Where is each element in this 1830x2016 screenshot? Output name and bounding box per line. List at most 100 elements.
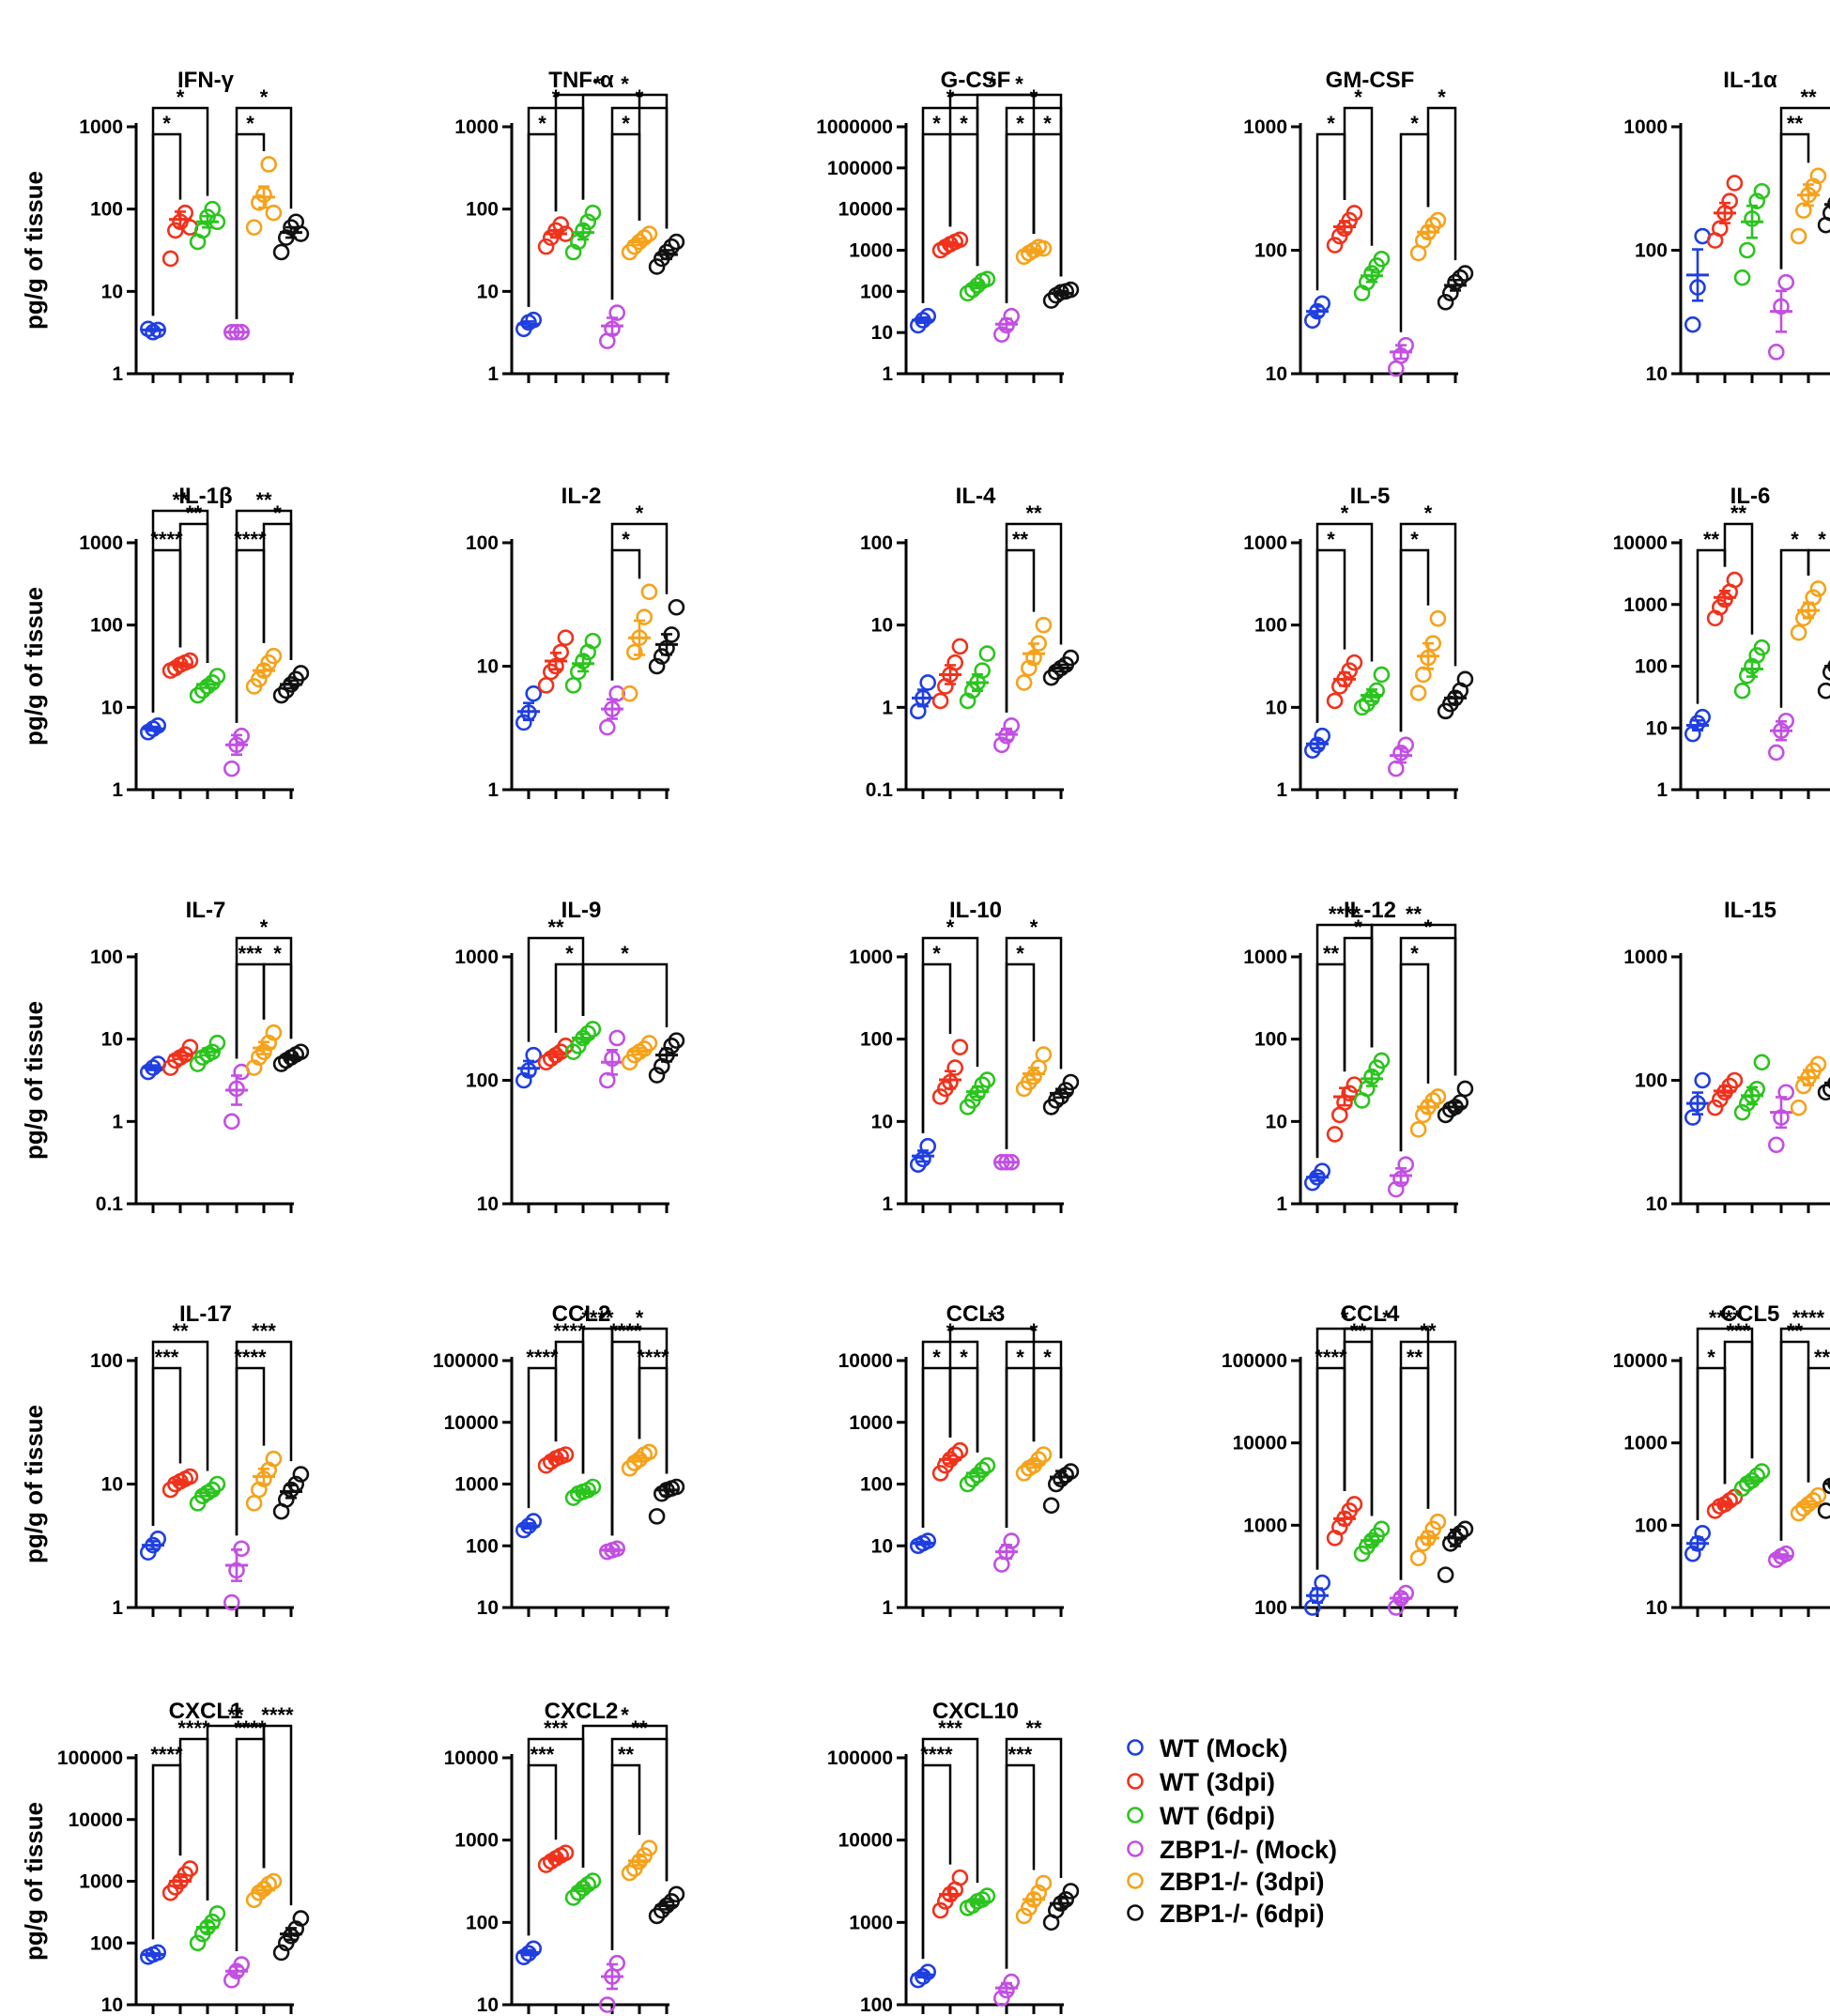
y-tick-label: 1000: [1623, 946, 1668, 968]
group-zbp1-3dpi: [1790, 1486, 1827, 1522]
data-point: [668, 1478, 685, 1496]
y-tick-label: 100: [90, 1350, 123, 1372]
significance-label: *: [946, 916, 955, 939]
y-tick-label: 10: [1646, 717, 1668, 739]
group-wt-6dpi: [564, 632, 602, 694]
legend-label-wt-3dpi: WT (3dpi): [1160, 1768, 1275, 1796]
data-point: [537, 238, 555, 255]
data-point: [272, 1944, 290, 1962]
data-point: [245, 1495, 263, 1512]
data-point: [931, 1901, 949, 1919]
significance-bracket: **: [1315, 942, 1346, 1159]
significance-label: *: [960, 112, 968, 135]
data-point: [1456, 1080, 1474, 1098]
group-zbp1-mock: [598, 1540, 626, 1561]
legend: WT (Mock) WT (3dpi) WT (6dpi) ZBP1-/- (M…: [1127, 1734, 1337, 1928]
significance-label: ****: [1315, 1346, 1347, 1369]
group-zbp1-3dpi: [1015, 1446, 1053, 1482]
group-wt-mock: [140, 1531, 166, 1561]
legend-marker-zbp1-3dpi: [1127, 1872, 1144, 1889]
group-wt-mock: [1684, 708, 1711, 743]
group-zbp1-mock: [223, 727, 251, 777]
significance-label: *: [1015, 72, 1023, 96]
panel-il-4: IL-4 0.1 1 10 100 ** **: [860, 484, 1080, 801]
data-point: [1748, 192, 1765, 209]
panel-title: IL-6: [1730, 484, 1771, 509]
significance-label: **: [1025, 501, 1042, 525]
y-tick-label: 100: [466, 1912, 499, 1933]
data-point: [648, 1508, 666, 1525]
y-tick-label: 1000: [1623, 1433, 1668, 1454]
group-zbp1-6dpi: [272, 1910, 310, 1962]
legend-marker-zbp1-mock: [1127, 1840, 1144, 1857]
significance-bracket: ****: [234, 1346, 267, 1536]
y-tick-label: 1: [882, 1597, 893, 1619]
significance-label: ****: [637, 1346, 669, 1369]
data-point: [1021, 1900, 1038, 1916]
significance-bracket: *: [1343, 916, 1374, 1072]
significance-label: *: [622, 528, 630, 551]
bracket-line: [1343, 1340, 1374, 1516]
data-point: [636, 608, 654, 625]
significance-bracket: *: [262, 942, 293, 1039]
significance-label: **: [1406, 902, 1422, 926]
y-tick-label: 0.1: [96, 1193, 124, 1215]
group-zbp1-mock: [993, 307, 1020, 343]
significance-label: *: [1424, 916, 1433, 939]
group-wt-3dpi: [931, 231, 969, 259]
significance-label: *: [1438, 85, 1446, 109]
significance-bracket: *: [235, 916, 293, 1059]
significance-bracket: *: [610, 528, 641, 681]
panel-il-1alpha: IL-1α 10 100 1000 ** **: [1623, 68, 1830, 385]
y-tick-label: 10: [871, 1535, 893, 1557]
data-point: [1726, 571, 1744, 589]
data-point: [181, 1039, 199, 1055]
significance-label: *: [1016, 1346, 1024, 1369]
significance-label: *: [960, 1346, 968, 1369]
data-point: [959, 1475, 977, 1493]
bracket-line: [921, 1737, 979, 1960]
data-point: [584, 632, 602, 650]
data-point: [272, 686, 290, 704]
significance-label: *: [988, 72, 996, 96]
data-point: [1003, 1532, 1020, 1549]
data-point: [1341, 1085, 1358, 1102]
group-wt-3dpi: [931, 1869, 969, 1919]
significance-label: ****: [234, 1346, 267, 1369]
group-wt-6dpi: [959, 1071, 996, 1116]
group-zbp1-6dpi: [272, 1043, 310, 1072]
significance-label: ****: [150, 528, 183, 551]
panel-title: IFN-γ: [177, 68, 235, 93]
data-point: [1437, 293, 1454, 311]
significance-label: ****: [920, 1743, 953, 1766]
group-wt-6dpi: [564, 1478, 602, 1506]
bracket-line: [235, 962, 266, 1059]
bracket-line: [1696, 1327, 1754, 1520]
data-point: [265, 204, 283, 222]
y-tick-label: 1000: [79, 1871, 123, 1893]
group-zbp1-mock: [993, 1973, 1020, 2007]
significance-label: **: [1407, 1346, 1423, 1369]
significance-bracket: **: [1343, 1319, 1374, 1516]
data-point: [208, 1475, 226, 1493]
data-point: [663, 1038, 681, 1054]
y-tick-label: 100000: [57, 1747, 123, 1769]
significance-bracket: ****: [1696, 1306, 1754, 1520]
significance-bracket: *: [1343, 85, 1374, 246]
data-point: [292, 1466, 310, 1483]
y-tick-label: 1: [112, 1111, 123, 1132]
significance-label: ****: [1792, 1306, 1825, 1330]
legend-marker-zbp1-6dpi: [1127, 1904, 1144, 1921]
data-point: [1062, 1883, 1080, 1900]
significance-bracket: ***: [151, 1346, 182, 1526]
significance-label: *: [273, 942, 282, 965]
significance-label: *: [565, 942, 574, 965]
bracket-line: [178, 522, 209, 664]
data-point: [1429, 211, 1447, 229]
data-point: [648, 258, 666, 275]
bracket-line: [151, 1366, 182, 1526]
